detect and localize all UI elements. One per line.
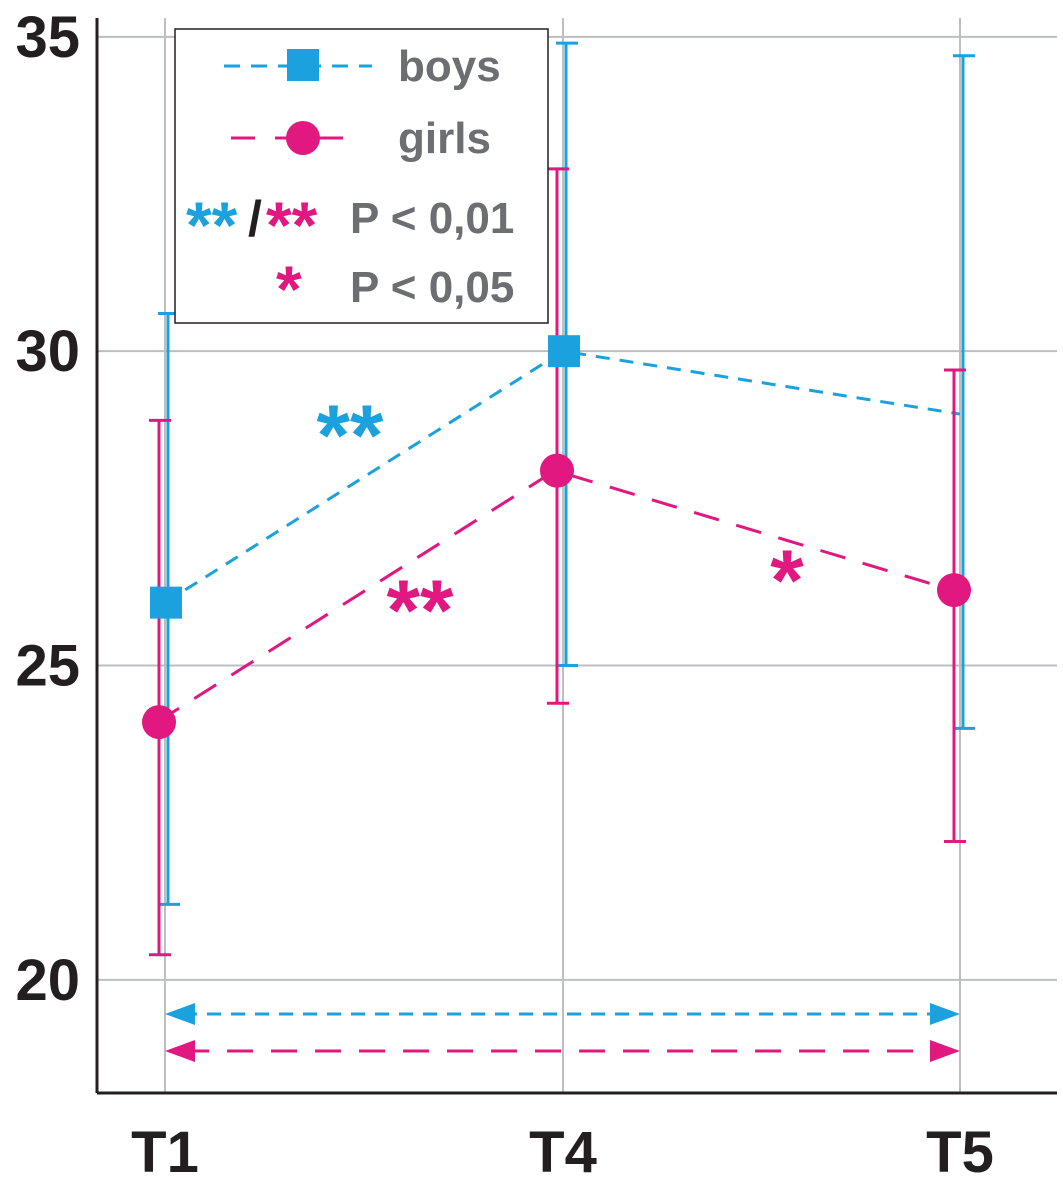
error-bar-boys: [953, 54, 975, 730]
y-tick-label: 20: [15, 948, 80, 1013]
significance-marker: *: [770, 533, 804, 629]
legend-boys-label: boys: [398, 42, 501, 91]
legend-stars-blue: **: [186, 188, 238, 262]
point-boys: [150, 586, 182, 619]
series: [142, 41, 975, 957]
y-tick-label: 25: [15, 634, 80, 699]
arrowhead-right: [930, 1003, 960, 1025]
y-tick-label: 30: [15, 319, 80, 384]
legend-girls-label: girls: [398, 114, 491, 163]
y-tick-label: 35: [15, 5, 80, 70]
significance-annotations: **** *: [317, 388, 805, 659]
legend-box: [174, 28, 549, 324]
point-girls: [937, 573, 971, 608]
arrowhead-right: [930, 1040, 960, 1062]
series-line-girls: [156, 468, 953, 724]
significance-marker: **: [387, 563, 454, 659]
legend-girls-marker: [286, 121, 320, 155]
x-tick-label: T4: [529, 1120, 597, 1181]
point-girls: [142, 705, 176, 740]
significance-marker: **: [317, 388, 384, 484]
arrowhead-left: [165, 1040, 195, 1062]
x-tick-label: T5: [926, 1120, 994, 1181]
legend-boys-marker: [287, 49, 319, 81]
legend-p005-label: P < 0,05: [350, 263, 514, 312]
point-boys: [548, 335, 580, 368]
axes: 20 25 30 35 T1 T4 T5: [15, 5, 1057, 1181]
series-line-boys: [164, 349, 961, 604]
legend: boys girls ** / ** P < 0,01 * P < 0,05: [174, 28, 549, 326]
point-girls: [540, 453, 574, 488]
comparison-arrows: [165, 1003, 960, 1062]
legend-stars-pink: **: [266, 188, 318, 262]
legend-star-pink: *: [276, 252, 302, 326]
arrowhead-left: [165, 1003, 195, 1025]
legend-slash: /: [248, 191, 262, 247]
comparison-arrow-girls: [165, 1040, 960, 1062]
comparison-arrow-boys: [165, 1003, 960, 1025]
legend-p001-label: P < 0,01: [350, 194, 514, 243]
x-tick-label: T1: [131, 1120, 199, 1181]
error-bar-girls: [547, 167, 569, 705]
error-bar-girls: [149, 418, 171, 957]
series-girls: [149, 167, 966, 957]
